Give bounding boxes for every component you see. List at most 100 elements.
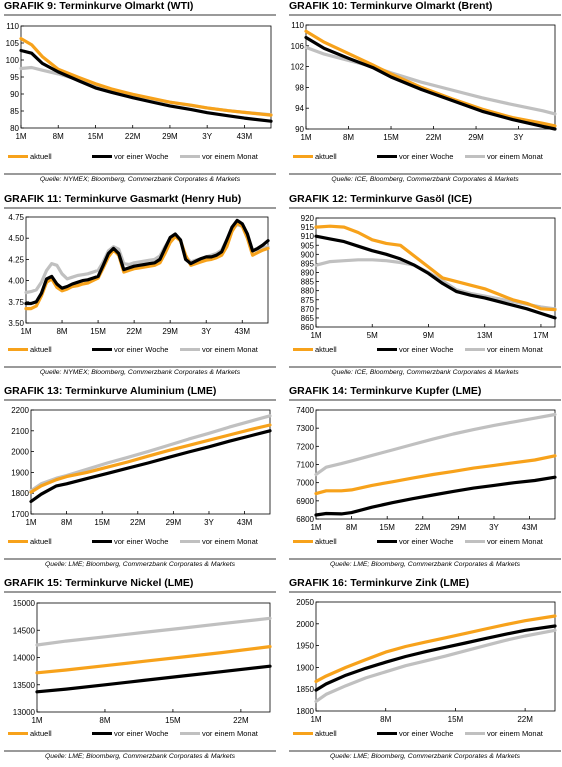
series-line-aktuell [24, 221, 270, 311]
x-tick-label: 8M [99, 716, 110, 725]
legend-label: aktuell [315, 152, 337, 161]
legend-label: vor einer Woche [399, 152, 454, 161]
source-note: Quelle: ICE, Bloomberg, Commerzbank Corp… [331, 176, 519, 183]
title-divider [289, 591, 561, 593]
legend: aktuell vor einer Woche vor einem Monat [4, 729, 276, 743]
x-tick-label: 15M [383, 133, 399, 142]
y-tick-label: 1700 [11, 510, 29, 519]
chart-panel: GRAFIK 13: Terminkurve Aluminium (LME) 17… [4, 385, 276, 575]
y-tick-label: 875 [301, 296, 315, 305]
x-tick-label: 15M [165, 716, 181, 725]
y-tick-label: 910 [301, 232, 315, 241]
x-tick-label: 29M [162, 132, 178, 141]
y-tick-label: 885 [301, 278, 315, 287]
chart-panel: GRAFIK 14: Terminkurve Kupfer (LME) 6800 6… [289, 385, 561, 575]
legend-swatch [180, 540, 200, 543]
y-tick-label: 85 [10, 107, 19, 116]
y-tick-label: 905 [301, 241, 315, 250]
chart-panel: GRAFIK 12: Terminkurve Gasöl (ICE) 860 865… [289, 193, 561, 383]
y-tick-label: 90 [295, 125, 304, 134]
x-tick-label: 8M [343, 133, 354, 142]
line-chart: 13000 13500 14000 14500 15000 1M 8M 15M 22M [13, 599, 272, 725]
chart-panel: GRAFIK 10: Terminkurve Olmarkt (Brent) 90… [289, 0, 561, 190]
y-tick-label: 105 [6, 39, 20, 48]
legend-item-aktuell: aktuell [8, 152, 52, 161]
series-line-woche [314, 624, 557, 692]
y-tick-label: 3.50 [8, 319, 24, 328]
legend-item-aktuell: aktuell [293, 537, 337, 546]
legend: aktuell vor einer Woche vor einem Monat [4, 345, 276, 359]
chart-title: GRAFIK 12: Terminkurve Gasöl (ICE) [289, 193, 473, 205]
legend-item-monat: vor einem Monat [465, 152, 543, 161]
line-chart: 1700 1800 1900 2000 2100 2200 1M 8M 15M 22M 29M 3Y 4… [11, 406, 272, 527]
legend-swatch [8, 732, 28, 735]
plot-frame [36, 602, 271, 713]
series-line-monat [29, 414, 272, 493]
legend-item-woche: vor einer Woche [92, 152, 168, 161]
legend-label: aktuell [315, 729, 337, 738]
y-tick-label: 2100 [11, 427, 29, 436]
x-tick-label: 1M [25, 518, 36, 527]
legend-swatch [8, 540, 28, 543]
chart-panel: GRAFIK 9: Terminkurve Olmarkt (WTI) 80 85 9… [4, 0, 276, 190]
x-tick-label: 43M [234, 327, 250, 336]
chart-title: GRAFIK 15: Terminkurve Nickel (LME) [4, 577, 194, 589]
legend-item-aktuell: aktuell [293, 152, 337, 161]
legend-label: vor einer Woche [399, 345, 454, 354]
y-tick-label: 6800 [296, 515, 314, 524]
y-tick-label: 80 [10, 124, 19, 133]
x-tick-label: 13M [477, 331, 493, 340]
x-tick-label: 8M [56, 327, 67, 336]
y-tick-label: 1850 [296, 685, 314, 694]
legend-item-aktuell: aktuell [293, 729, 337, 738]
legend-swatch [377, 732, 397, 735]
title-divider [289, 14, 561, 16]
legend-swatch [92, 540, 112, 543]
y-tick-label: 1800 [11, 489, 29, 498]
legend-label: vor einem Monat [487, 729, 543, 738]
legend-swatch [465, 155, 485, 158]
legend-swatch [8, 155, 28, 158]
x-tick-label: 8M [53, 132, 64, 141]
legend-item-woche: vor einer Woche [377, 729, 453, 738]
source-note: Quelle: LME; Bloomberg, Commerzbank Corp… [329, 561, 520, 568]
series-line-woche [35, 664, 272, 694]
y-tick-label: 110 [6, 22, 19, 31]
legend-swatch [180, 732, 200, 735]
x-tick-label: 1M [310, 523, 321, 532]
y-tick-label: 95 [10, 73, 19, 82]
chart-panel: GRAFIK 11: Terminkurve Gasmarkt (Henry H… [4, 193, 276, 383]
legend-swatch [377, 348, 397, 351]
y-tick-label: 890 [301, 269, 315, 278]
legend-label: vor einer Woche [114, 345, 169, 354]
legend-swatch [465, 540, 485, 543]
source-note: Quelle: NYMEX; Bloomberg, Commerzbank Co… [39, 369, 241, 376]
line-chart: 6800 6900 7000 7100 7200 7300 7400 1M 8M 15M 22M 29… [296, 406, 557, 532]
y-tick-label: 2200 [11, 406, 29, 415]
y-tick-label: 110 [291, 21, 304, 30]
y-tick-label: 4.50 [8, 234, 24, 243]
y-tick-label: 860 [301, 323, 315, 332]
series-line-monat [35, 616, 272, 647]
series-line-woche [29, 429, 272, 504]
chart-panel: GRAFIK 15: Terminkurve Nickel (LME) 13000… [4, 577, 276, 767]
legend-label: vor einem Monat [202, 152, 258, 161]
legend-item-monat: vor einem Monat [465, 537, 543, 546]
chart-panel: GRAFIK 16: Terminkurve Zink (LME) 1800 185… [289, 577, 561, 767]
y-tick-label: 4.00 [8, 277, 24, 286]
legend-swatch [465, 732, 485, 735]
x-tick-label: 5M [367, 331, 378, 340]
legend: aktuell vor einer Woche vor einem Monat [289, 537, 561, 551]
legend-swatch [293, 155, 313, 158]
legend-item-aktuell: aktuell [293, 345, 337, 354]
legend-swatch [180, 155, 200, 158]
title-divider [4, 399, 276, 401]
x-tick-label: 1M [15, 132, 26, 141]
x-tick-label: 15M [379, 523, 395, 532]
y-tick-label: 920 [301, 214, 315, 223]
y-tick-label: 106 [291, 42, 305, 51]
legend-swatch [377, 540, 397, 543]
series-line-monat [314, 628, 557, 704]
title-divider [4, 14, 276, 16]
